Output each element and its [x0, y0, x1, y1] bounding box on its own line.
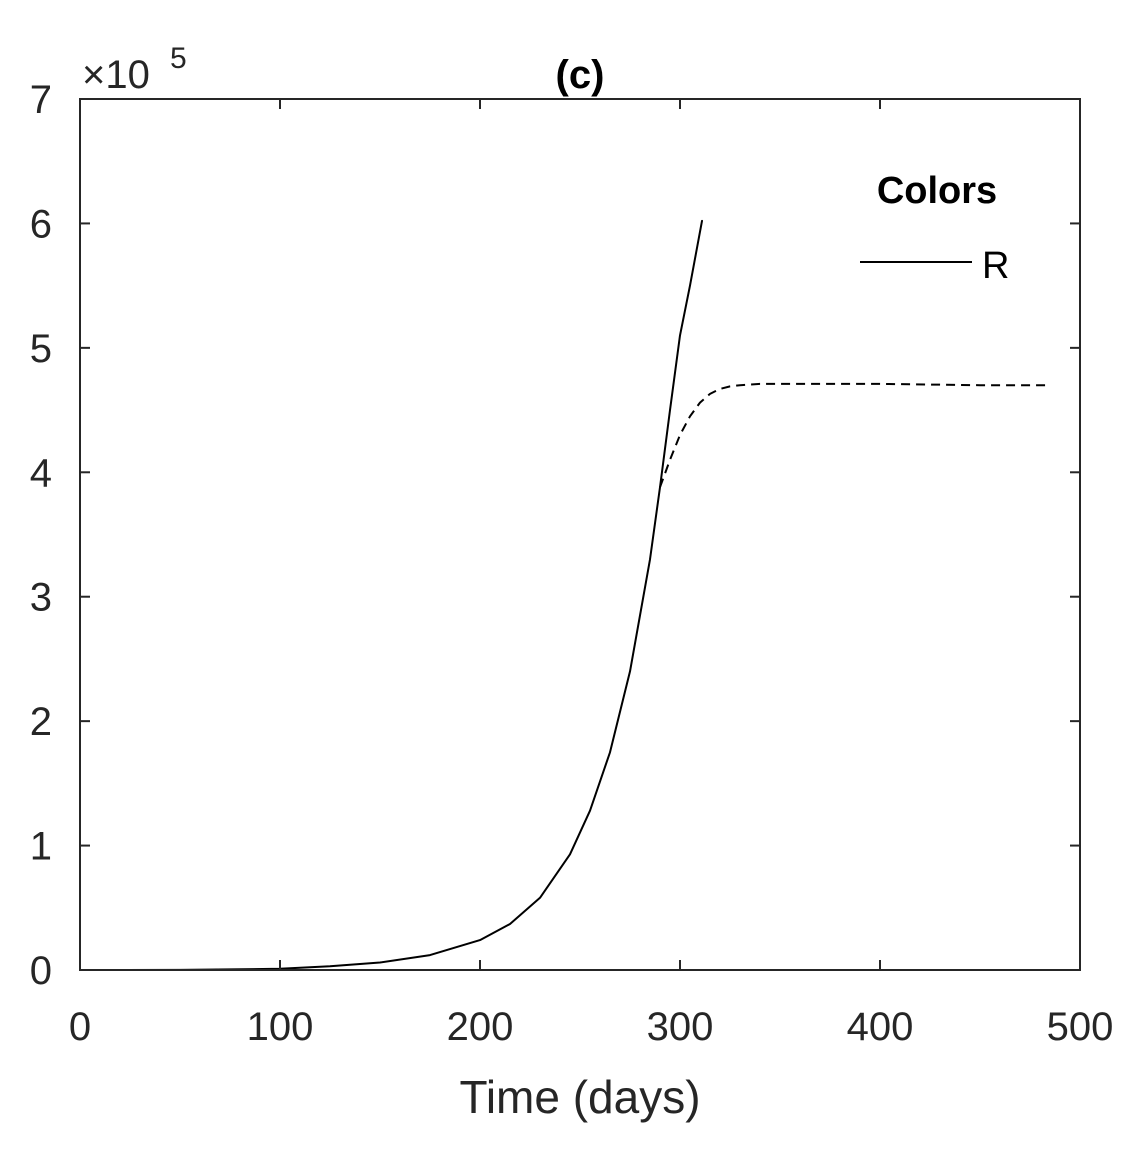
series-line-dashed — [659, 382, 1050, 488]
y-tick-label: 1 — [30, 825, 52, 869]
x-tick-label: 100 — [247, 1005, 314, 1049]
x-axis-label: Time (days) — [459, 1071, 700, 1123]
y-tick-label: 3 — [30, 576, 52, 620]
x-tick-label: 200 — [447, 1005, 514, 1049]
y-tick-label: 2 — [30, 700, 52, 744]
x-tick-label: 300 — [647, 1005, 714, 1049]
tick-layer: 0 100 200 300 400 500 0 1 2 3 4 5 6 7 — [30, 78, 1114, 1049]
y-tick-label: 6 — [30, 202, 52, 246]
legend-title: Colors — [877, 170, 997, 212]
series-line-r — [79, 219, 703, 971]
y-tick-label: 0 — [30, 949, 52, 993]
y-tick-label: 4 — [30, 451, 52, 495]
y-tick-label: 7 — [30, 78, 52, 122]
chart-title: (c) — [556, 53, 605, 97]
y-tick-label: 5 — [30, 327, 52, 371]
legend-label-r: R — [982, 245, 1009, 287]
y-axis-multiplier: ×10 5 — [82, 42, 187, 97]
y-multiplier-base: ×10 — [82, 53, 150, 97]
x-tick-label: 500 — [1047, 1005, 1114, 1049]
plot-area — [80, 99, 1080, 970]
series-layer — [79, 219, 1050, 971]
legend: Colors R — [860, 170, 1009, 287]
plot-frame — [79, 98, 1081, 971]
y-multiplier-exponent: 5 — [170, 42, 187, 75]
x-tick-label: 400 — [847, 1005, 914, 1049]
x-tick-label: 0 — [69, 1005, 91, 1049]
